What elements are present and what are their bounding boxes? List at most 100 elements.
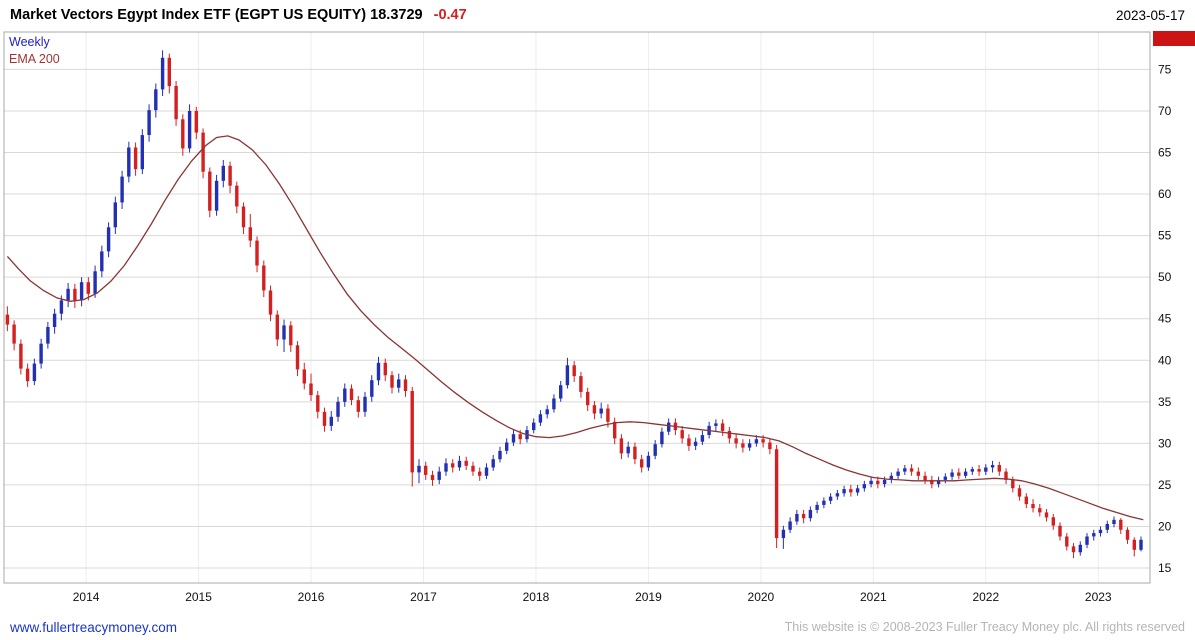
candle-body — [1004, 471, 1008, 480]
candle-body — [282, 325, 286, 340]
y-tick-label: 25 — [1158, 478, 1172, 492]
candle-body — [909, 468, 914, 472]
candle-body — [977, 469, 981, 472]
y-tick-label: 30 — [1158, 436, 1172, 450]
price-change: -0.47 — [433, 7, 467, 23]
candle-body — [349, 388, 354, 401]
candle-body — [208, 171, 212, 211]
y-tick-label: 70 — [1158, 104, 1172, 118]
candle-body — [295, 345, 300, 370]
y-tick-label: 15 — [1158, 561, 1172, 575]
candle-body — [140, 135, 144, 170]
copyright-text: This website is © 2008-2023 Fuller Treac… — [784, 620, 1185, 634]
candle-body — [801, 514, 806, 519]
chart-date: 2023-05-17 — [1115, 7, 1185, 23]
plot-border-rect — [3, 31, 1151, 584]
candle-body — [12, 324, 16, 344]
site-link[interactable]: www.fullertreacymoney.com — [10, 619, 178, 635]
candle-body — [187, 111, 192, 149]
horizontal-gridlines — [4, 68, 1150, 569]
instrument-name-and-price: Market Vectors Egypt Index ETF (EGPT US … — [10, 7, 423, 23]
candle-body — [761, 439, 765, 443]
candle-body — [1105, 524, 1109, 530]
candle-body — [1031, 504, 1035, 509]
candle-body — [559, 385, 563, 399]
candle-body — [822, 500, 826, 505]
candle-body — [855, 488, 860, 493]
candle-body — [714, 423, 718, 426]
candle-body — [430, 475, 435, 480]
candle-body — [747, 443, 752, 448]
candle-body — [997, 465, 1001, 472]
candle-body — [329, 416, 333, 426]
candle-body — [957, 472, 961, 476]
x-tick-label: 2017 — [410, 590, 437, 604]
candle-body — [52, 313, 57, 327]
candle-body — [248, 227, 252, 241]
candle-body — [626, 446, 630, 454]
candle-body — [572, 365, 576, 377]
x-tick-label: 2014 — [73, 590, 100, 604]
candle-body — [464, 460, 468, 466]
candle-body — [984, 467, 988, 472]
candle-body — [565, 365, 570, 386]
y-axis-labels: 15 20 25 30 35 40 45 50 55 60 65 70 75 — [1158, 62, 1172, 575]
candle-body — [478, 471, 482, 476]
candle-body — [754, 439, 759, 444]
candle-body — [700, 435, 705, 442]
candle-body — [79, 282, 84, 301]
candle-body — [1058, 525, 1062, 537]
candle-body — [552, 398, 556, 410]
candle-body — [316, 395, 320, 412]
chart-area: 15 20 25 30 35 40 45 50 55 60 65 70 75 2014 2015 2016 20… — [0, 30, 1195, 614]
candle-body — [302, 369, 306, 384]
candle-body — [795, 514, 799, 522]
candle-body — [633, 446, 637, 460]
candle-body — [1139, 539, 1143, 550]
candle-body — [255, 240, 259, 266]
x-tick-label: 2021 — [860, 590, 887, 604]
candle-body — [667, 422, 671, 432]
candle-body — [990, 465, 995, 468]
candle-body — [936, 479, 941, 485]
candle-body — [538, 414, 543, 423]
candle-body — [262, 265, 266, 291]
candle-body — [720, 423, 725, 431]
candle-body — [228, 165, 232, 186]
candle-body — [113, 202, 117, 228]
candle-body — [916, 471, 920, 476]
y-tick-label: 65 — [1158, 146, 1172, 160]
y-tick-label: 50 — [1158, 270, 1172, 284]
y-tick-label: 20 — [1158, 519, 1172, 533]
candle-body — [39, 343, 43, 364]
page-footer: www.fullertreacymoney.com This website i… — [0, 614, 1195, 640]
candle-body — [181, 119, 185, 149]
candle-body — [970, 469, 974, 472]
candle-body — [147, 110, 151, 135]
candle-body — [808, 509, 813, 519]
candle-body — [788, 521, 792, 530]
candle-body — [471, 465, 475, 472]
candle-body — [882, 479, 887, 485]
plot-border — [3, 31, 1151, 584]
candle-body — [1024, 496, 1028, 505]
candle-body — [424, 465, 428, 475]
candle-body — [32, 363, 37, 382]
candle-body — [545, 409, 549, 415]
candle-body — [336, 401, 340, 417]
candle-body — [592, 405, 597, 414]
candle-body — [451, 463, 455, 468]
candle-body — [93, 271, 97, 294]
candle-body — [25, 368, 30, 382]
candle-body — [1051, 517, 1055, 526]
vertical-gridlines — [85, 32, 1099, 583]
candle-body — [1092, 533, 1096, 537]
candle-body — [154, 89, 158, 111]
candle-body — [815, 504, 819, 510]
candle-body — [532, 422, 536, 431]
candle-body — [390, 375, 394, 388]
candle-body — [383, 362, 387, 376]
candle-body — [194, 111, 198, 133]
candle-body — [201, 132, 205, 172]
candle-body — [59, 300, 64, 314]
